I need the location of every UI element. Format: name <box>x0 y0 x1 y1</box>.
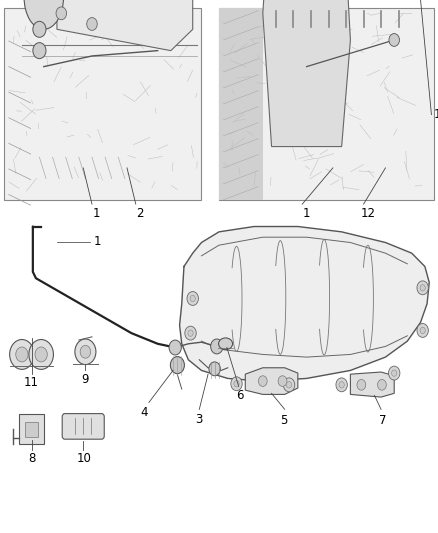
Circle shape <box>209 362 220 376</box>
Circle shape <box>35 347 47 362</box>
Text: 9: 9 <box>81 373 89 386</box>
Circle shape <box>185 326 196 340</box>
Circle shape <box>357 379 366 390</box>
Text: 12: 12 <box>360 207 375 220</box>
Circle shape <box>417 324 428 337</box>
Circle shape <box>420 327 425 334</box>
Circle shape <box>29 340 53 369</box>
FancyBboxPatch shape <box>62 414 104 439</box>
Circle shape <box>170 357 184 374</box>
Bar <box>25 422 38 437</box>
Text: 4: 4 <box>141 406 148 419</box>
Circle shape <box>169 340 181 355</box>
Bar <box>219 8 263 200</box>
Circle shape <box>283 378 295 392</box>
Circle shape <box>80 345 91 358</box>
Circle shape <box>378 379 386 390</box>
Circle shape <box>231 377 242 391</box>
Circle shape <box>188 330 193 336</box>
Text: 1: 1 <box>94 236 102 248</box>
Polygon shape <box>263 0 350 147</box>
Circle shape <box>234 381 239 387</box>
Text: 7: 7 <box>379 414 387 426</box>
Circle shape <box>420 285 425 291</box>
Polygon shape <box>57 0 193 51</box>
Ellipse shape <box>219 338 233 350</box>
Text: 1: 1 <box>303 207 311 220</box>
Circle shape <box>286 382 292 388</box>
Text: 10: 10 <box>77 452 92 465</box>
Circle shape <box>258 376 267 386</box>
Circle shape <box>75 339 96 365</box>
Circle shape <box>392 370 397 376</box>
Text: 11: 11 <box>24 376 39 389</box>
Circle shape <box>190 295 195 302</box>
Text: 6: 6 <box>236 389 244 402</box>
Circle shape <box>33 43 46 59</box>
Bar <box>4 8 201 200</box>
Circle shape <box>389 34 399 46</box>
Text: 5: 5 <box>280 414 287 426</box>
Text: 1: 1 <box>92 207 100 220</box>
Text: 2: 2 <box>136 207 144 220</box>
Circle shape <box>211 339 223 354</box>
Polygon shape <box>245 368 298 394</box>
Polygon shape <box>350 372 394 397</box>
Circle shape <box>278 376 287 386</box>
Bar <box>19 414 44 444</box>
Circle shape <box>417 281 428 295</box>
Text: 13: 13 <box>434 108 438 121</box>
Text: 3: 3 <box>196 413 203 425</box>
Circle shape <box>87 18 97 30</box>
Ellipse shape <box>24 0 64 29</box>
Circle shape <box>56 7 67 20</box>
Circle shape <box>336 378 347 392</box>
Circle shape <box>339 382 344 388</box>
Text: 8: 8 <box>28 452 35 465</box>
Circle shape <box>33 21 46 37</box>
Circle shape <box>10 340 34 369</box>
Circle shape <box>16 347 28 362</box>
Circle shape <box>187 292 198 305</box>
Circle shape <box>389 366 400 380</box>
Bar <box>219 8 434 200</box>
Polygon shape <box>180 227 429 381</box>
